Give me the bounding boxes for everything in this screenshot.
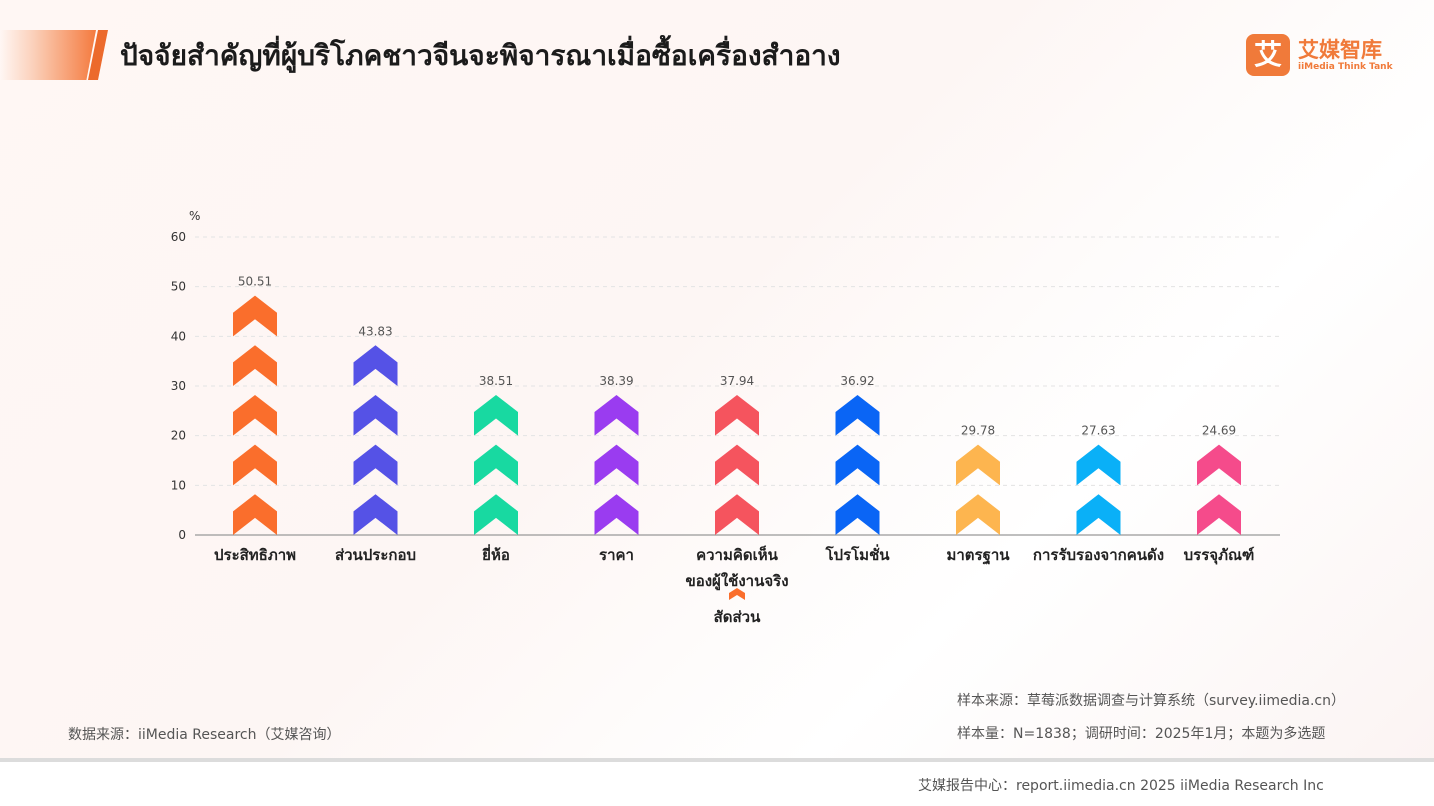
bar-symbol <box>715 394 759 436</box>
legend-label: สัดส่วน <box>714 608 761 626</box>
report-center-note: 艾媒报告中心：report.iimedia.cn 2025 iiMedia Re… <box>918 778 1324 794</box>
bar-symbol <box>956 494 1000 535</box>
legend-symbol <box>729 588 745 600</box>
bar-symbol <box>233 345 277 386</box>
logo-mark: 艾 <box>1246 34 1290 76</box>
bar-symbol <box>233 394 277 436</box>
bar-symbol <box>594 394 639 436</box>
bar-symbol <box>474 444 518 486</box>
x-tick-label: ยี่ห้อ <box>482 544 510 564</box>
bar-symbol <box>233 494 277 535</box>
data-label: 43.83 <box>358 324 392 338</box>
data-label: 27.63 <box>1081 424 1115 438</box>
bar-symbol <box>353 444 398 486</box>
x-tick-label: ประสิทธิภาพ <box>214 546 296 564</box>
bar-symbol <box>1076 444 1121 486</box>
bar-symbol <box>233 444 277 486</box>
header-accent-bar <box>0 30 96 80</box>
y-tick-label: 30 <box>171 379 186 393</box>
bar-symbol <box>715 444 759 486</box>
data-label: 37.94 <box>720 374 754 388</box>
x-tick-label: มาตรฐาน <box>946 546 1010 565</box>
bar-symbol <box>1197 494 1241 535</box>
y-tick-label: 40 <box>171 329 186 343</box>
y-tick-label: 10 <box>171 478 186 492</box>
x-tick-label: ของผู้ใช้งานจริง <box>685 572 788 591</box>
logo-english-name: iiMedia Think Tank <box>1298 62 1393 72</box>
y-tick-label: 60 <box>171 230 186 244</box>
bar-symbol <box>594 444 639 486</box>
bar-symbol <box>474 394 518 436</box>
data-label: 24.69 <box>1202 424 1236 438</box>
bar-symbol <box>474 494 518 535</box>
footer-divider <box>0 758 1434 762</box>
bar-symbol <box>353 345 398 386</box>
page-title: ปัจจัยสำคัญที่ผู้บริโภคชาวจีนจะพิจารณาเม… <box>120 39 841 72</box>
x-tick-label: โปรโมชั่น <box>824 544 890 564</box>
bar-symbol <box>353 494 398 535</box>
sample-source-note: 样本来源：草莓派数据调查与计算系统（survey.iimedia.cn） <box>957 693 1345 709</box>
logo-chinese-name: 艾媒智库 <box>1298 38 1382 62</box>
bar-symbol <box>353 394 398 436</box>
x-tick-label: ส่วนประกอบ <box>335 546 416 564</box>
bar-symbol <box>956 444 1000 486</box>
data-label: 38.39 <box>599 374 633 388</box>
data-label: 36.92 <box>840 374 874 388</box>
y-axis-label: % <box>189 209 200 223</box>
bar-symbol <box>835 494 880 535</box>
bar-symbol <box>594 494 639 535</box>
y-tick-label: 20 <box>171 429 186 443</box>
x-tick-label: บรรจุภัณฑ์ <box>1184 546 1255 565</box>
x-tick-label: การรับรองจากคนดัง <box>1033 546 1164 564</box>
bar-symbol <box>233 295 277 337</box>
bar-symbol <box>835 394 880 436</box>
data-label: 38.51 <box>479 374 513 388</box>
data-label: 29.78 <box>961 424 995 438</box>
iimedia-logo: 艾 艾媒智库 iiMedia Think Tank <box>1246 34 1416 78</box>
bar-symbol <box>835 444 880 486</box>
sample-size-note: 样本量：N=1838；调研时间：2025年1月；本题为多选题 <box>957 726 1326 742</box>
bar-symbol <box>715 494 759 535</box>
y-tick-label: 0 <box>178 528 186 542</box>
footer-band <box>0 762 1434 806</box>
bar-symbol <box>1076 494 1121 535</box>
bar-symbol <box>1197 444 1241 486</box>
x-tick-label: ราคา <box>599 546 634 564</box>
data-label: 50.51 <box>238 275 272 289</box>
data-source-note: 数据来源：iiMedia Research（艾媒咨询） <box>68 727 341 743</box>
y-tick-label: 50 <box>171 280 186 294</box>
x-tick-label: ความคิดเห็น <box>696 545 779 564</box>
